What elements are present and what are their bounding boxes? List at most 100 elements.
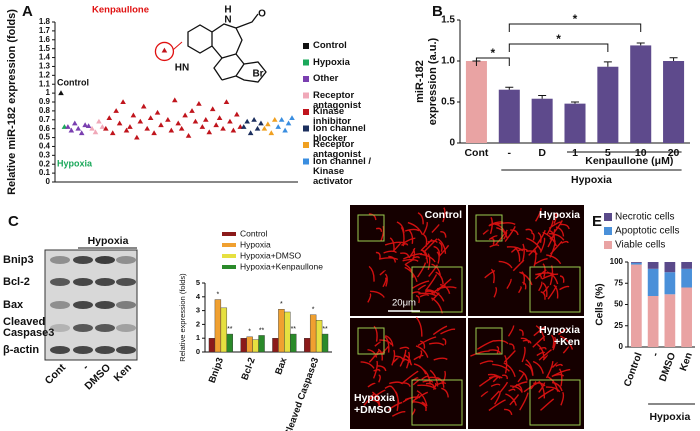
- y-tick-label: 1.5: [39, 44, 51, 53]
- data-point: [116, 120, 123, 126]
- y-axis-title: expression (a.u.): [427, 37, 439, 125]
- data-point: [71, 120, 78, 126]
- error-bar: [571, 101, 579, 104]
- y-tick-label: 1.4: [39, 53, 51, 62]
- legend-swatch: [222, 232, 236, 236]
- legend-swatch: [222, 254, 236, 258]
- data-point: [265, 121, 271, 127]
- structure-label: H: [224, 5, 231, 16]
- bar: [252, 339, 259, 353]
- data-point: [130, 112, 137, 118]
- annotation: Kenpaullone: [92, 5, 149, 16]
- x-tick-label: 5: [605, 147, 611, 159]
- data-point: [96, 118, 102, 124]
- bar: [214, 299, 222, 353]
- data-point: [275, 124, 282, 129]
- legend-swatch: [303, 158, 309, 165]
- blot-band: [73, 346, 93, 354]
- legend-swatch: [303, 125, 309, 132]
- y-tick-label: 0.8: [39, 106, 51, 115]
- legend-swatch: [303, 142, 309, 148]
- blot-band: [95, 324, 115, 332]
- data-point: [58, 90, 64, 96]
- data-point: [120, 99, 126, 104]
- y-tick-label: 0.6: [39, 124, 51, 133]
- data-point: [92, 129, 99, 135]
- data-point: [244, 118, 250, 124]
- legend-label: Necrotic cells: [615, 212, 674, 223]
- mitochondria: [470, 325, 574, 416]
- bar: [498, 89, 520, 143]
- structure-label: O: [258, 9, 266, 20]
- legend-label: Ion channel / Kinase activator: [313, 155, 372, 187]
- bar: [531, 98, 553, 143]
- micrograph: [350, 205, 466, 316]
- data-point: [82, 122, 88, 128]
- data-point: [182, 112, 188, 118]
- y-tick-label: 50: [614, 300, 623, 309]
- data-point: [134, 134, 140, 140]
- micrograph: [468, 205, 584, 316]
- error-bar: [505, 86, 514, 90]
- group-label: Hypoxia: [649, 411, 690, 423]
- bar: [630, 45, 652, 143]
- significance-mark: *: [573, 12, 578, 26]
- data-point: [158, 122, 164, 128]
- y-tick-label: 1.7: [39, 26, 51, 35]
- data-point: [220, 125, 226, 131]
- data-point: [178, 125, 185, 131]
- data-point: [75, 125, 82, 131]
- data-point: [151, 130, 157, 136]
- y-tick-label: 1.2: [39, 70, 51, 79]
- legend-label: Other: [313, 73, 339, 84]
- y-tick-label: 1.0: [441, 56, 455, 67]
- blot-band: [50, 278, 70, 286]
- legend-label: Receptor antagonist: [313, 89, 362, 111]
- blot-band: [95, 301, 115, 309]
- legend-swatch: [222, 243, 236, 247]
- y-axis-title: Relative miR-182 expression (folds): [6, 9, 18, 195]
- data-point: [99, 124, 106, 129]
- y-tick-label: 1.5: [441, 15, 455, 26]
- bar-segment: [664, 272, 676, 295]
- y-tick-label: 100: [610, 257, 624, 266]
- significance-bracket: [475, 57, 510, 66]
- bar-segment: [681, 262, 692, 269]
- significance-mark: **: [259, 327, 265, 334]
- y-tick-label: 0: [46, 177, 51, 186]
- data-point: [185, 132, 192, 138]
- data-point: [161, 47, 168, 53]
- legend-label: Hypoxia+DMSO: [240, 250, 302, 260]
- panel-letter: A: [22, 3, 33, 20]
- significance-mark: *: [312, 307, 315, 314]
- bar-segment: [647, 268, 659, 296]
- bar: [321, 333, 329, 353]
- legend-swatch: [303, 92, 309, 99]
- bar: [240, 338, 247, 353]
- mitochondria: [360, 317, 456, 417]
- y-tick-label: 1.3: [39, 62, 51, 71]
- y-tick-label: 1: [196, 333, 200, 342]
- data-point: [85, 123, 92, 128]
- data-point: [230, 127, 237, 133]
- data-point: [113, 108, 119, 113]
- micrograph-label: +Ken: [554, 336, 580, 348]
- legend-label: Hypoxia: [240, 239, 271, 249]
- y-tick-label: 0.1: [39, 168, 51, 177]
- inset-zoom: [411, 379, 463, 426]
- panel-letter: C: [8, 213, 19, 230]
- highlight-arrow: [173, 41, 183, 50]
- legend-swatch: [604, 213, 612, 221]
- y-tick-label: 3: [196, 306, 200, 315]
- x-tick-label: 10: [635, 147, 647, 159]
- panel-letter: B: [432, 3, 443, 20]
- x-tick-label: Cont: [464, 147, 488, 159]
- blot-band: [116, 301, 136, 309]
- legend-label: Kinase inhibitor: [313, 106, 351, 127]
- x-tick-label: -: [508, 147, 512, 159]
- x-tick-label: Control: [622, 351, 645, 388]
- y-tick-label: 2: [196, 319, 200, 328]
- bar: [226, 333, 233, 353]
- y-tick-label: 1.8: [39, 17, 51, 26]
